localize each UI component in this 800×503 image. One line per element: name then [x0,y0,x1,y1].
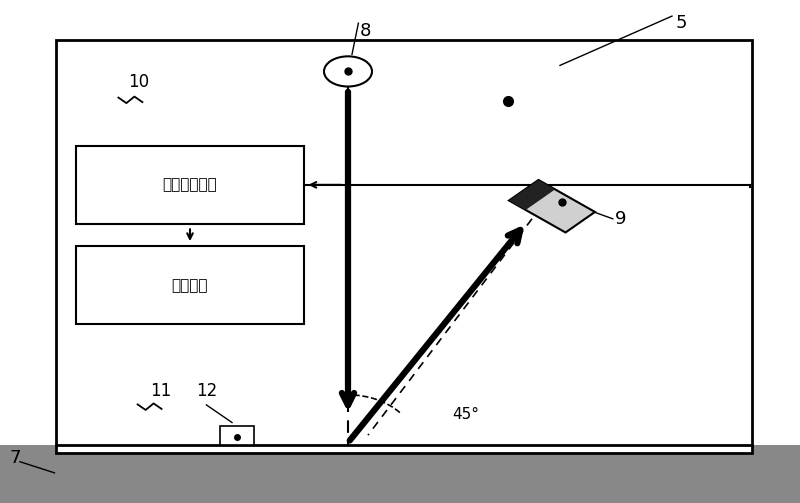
Text: 11: 11 [150,382,172,400]
Text: 显示单元: 显示单元 [172,278,208,293]
Bar [76,146,304,224]
Text: 数据处理单元: 数据处理单元 [162,178,218,192]
Bar [220,426,254,445]
Text: 10: 10 [128,72,149,91]
Bar [56,40,752,453]
Text: 9: 9 [614,210,626,228]
Text: 5: 5 [676,14,687,32]
Text: 45°: 45° [452,407,479,423]
Bar [0,445,800,503]
Bar [76,246,304,324]
Polygon shape [509,180,555,210]
Text: 7: 7 [10,449,21,467]
Text: 8: 8 [360,22,371,40]
Text: 12: 12 [196,382,218,400]
Polygon shape [509,180,595,232]
